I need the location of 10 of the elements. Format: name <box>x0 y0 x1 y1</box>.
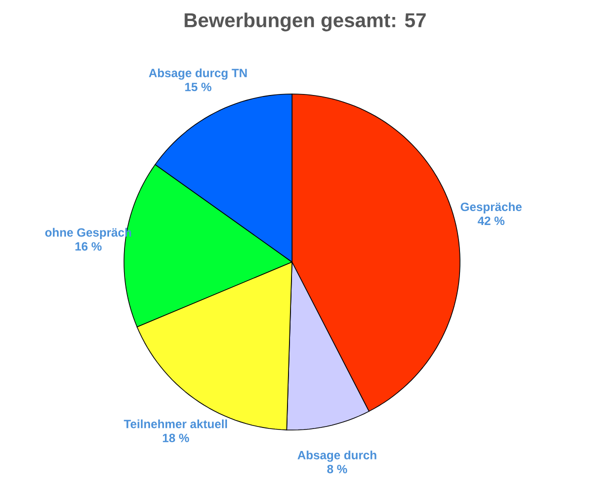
slice-label: Absage durch <box>298 450 376 462</box>
slice-label: Absage durcg TN <box>148 68 247 80</box>
slice-label: Teilnehmer aktuell <box>124 419 227 428</box>
data-label: 15 % <box>185 82 212 92</box>
data-label: 18 % <box>162 434 190 442</box>
data-label: 8 % <box>327 464 348 474</box>
data-label: 16 % <box>75 242 102 251</box>
slice-label: Gespräche <box>460 202 522 214</box>
data-label: 42 % <box>478 216 504 226</box>
chart-title: Bewerbungen gesamt: 57 <box>184 12 426 32</box>
